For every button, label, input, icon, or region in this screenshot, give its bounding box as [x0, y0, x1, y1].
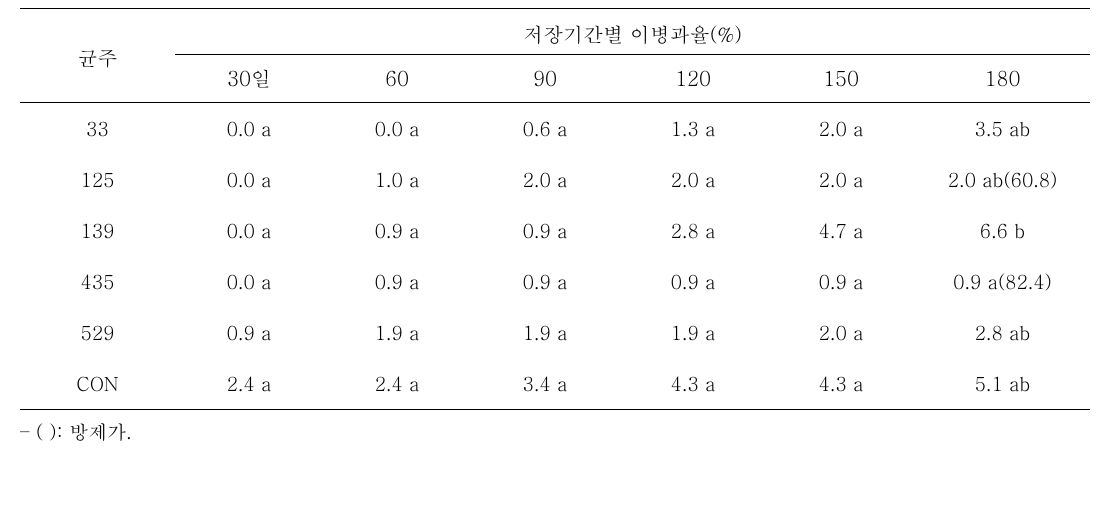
- cell: 2.0 a: [767, 307, 915, 358]
- cell: 3.4 a: [471, 358, 619, 410]
- row-head: 33: [20, 103, 175, 155]
- cell: 2.0 a: [619, 154, 767, 205]
- header-title: 저장기간별 이병과율(%): [175, 9, 1090, 55]
- cell: 1.9 a: [619, 307, 767, 358]
- col-header: 90: [471, 55, 619, 103]
- table-row: 529 0.9 a 1.9 a 1.9 a 1.9 a 2.0 a 2.8 ab: [20, 307, 1090, 358]
- cell: 2.0 a: [471, 154, 619, 205]
- cell: 2.8 a: [619, 205, 767, 256]
- cell: 2.0 a: [767, 103, 915, 155]
- cell: 4.3 a: [619, 358, 767, 410]
- cell: 0.9 a: [619, 256, 767, 307]
- cell: 0.9 a: [471, 256, 619, 307]
- table-body: 33 0.0 a 0.0 a 0.6 a 1.3 a 2.0 a 3.5 ab …: [20, 103, 1090, 410]
- cell: 5.1 ab: [915, 358, 1090, 410]
- cell: 0.0 a: [175, 256, 323, 307]
- cell: 1.9 a: [323, 307, 471, 358]
- footnote: – ( ): 방제가.: [20, 410, 1090, 445]
- cell: 0.9 a: [767, 256, 915, 307]
- row-head: 125: [20, 154, 175, 205]
- col-header: 120: [619, 55, 767, 103]
- cell: 0.0 a: [175, 154, 323, 205]
- row-head: 139: [20, 205, 175, 256]
- row-head: 529: [20, 307, 175, 358]
- cell: 0.0 a: [323, 103, 471, 155]
- col-header: 180: [915, 55, 1090, 103]
- cell: 2.4 a: [323, 358, 471, 410]
- col-header: 150: [767, 55, 915, 103]
- row-head: 435: [20, 256, 175, 307]
- cell: 3.5 ab: [915, 103, 1090, 155]
- col-header: 60: [323, 55, 471, 103]
- col-header: 30일: [175, 55, 323, 103]
- cell: 0.9 a: [175, 307, 323, 358]
- cell: 0.9 a: [323, 256, 471, 307]
- cell: 0.0 a: [175, 103, 323, 155]
- cell: 4.7 a: [767, 205, 915, 256]
- cell: 2.4 a: [175, 358, 323, 410]
- data-table: 균주 저장기간별 이병과율(%) 30일 60 90 120 150 180 3…: [20, 8, 1090, 410]
- cell: 0.6 a: [471, 103, 619, 155]
- cell: 1.9 a: [471, 307, 619, 358]
- table-row: CON 2.4 a 2.4 a 3.4 a 4.3 a 4.3 a 5.1 ab: [20, 358, 1090, 410]
- rowhead-label: 균주: [20, 9, 175, 103]
- cell: 0.9 a: [471, 205, 619, 256]
- cell: 0.0 a: [175, 205, 323, 256]
- table-row: 139 0.0 a 0.9 a 0.9 a 2.8 a 4.7 a 6.6 b: [20, 205, 1090, 256]
- cell: 1.0 a: [323, 154, 471, 205]
- cell: 0.9 a: [323, 205, 471, 256]
- cell: 0.9 a(82.4): [915, 256, 1090, 307]
- cell: 2.0 ab(60.8): [915, 154, 1090, 205]
- cell: 4.3 a: [767, 358, 915, 410]
- cell: 2.8 ab: [915, 307, 1090, 358]
- table-header: 균주 저장기간별 이병과율(%) 30일 60 90 120 150 180: [20, 9, 1090, 103]
- table-row: 435 0.0 a 0.9 a 0.9 a 0.9 a 0.9 a 0.9 a(…: [20, 256, 1090, 307]
- row-head: CON: [20, 358, 175, 410]
- cell: 2.0 a: [767, 154, 915, 205]
- table-row: 125 0.0 a 1.0 a 2.0 a 2.0 a 2.0 a 2.0 ab…: [20, 154, 1090, 205]
- table-row: 33 0.0 a 0.0 a 0.6 a 1.3 a 2.0 a 3.5 ab: [20, 103, 1090, 155]
- cell: 6.6 b: [915, 205, 1090, 256]
- cell: 1.3 a: [619, 103, 767, 155]
